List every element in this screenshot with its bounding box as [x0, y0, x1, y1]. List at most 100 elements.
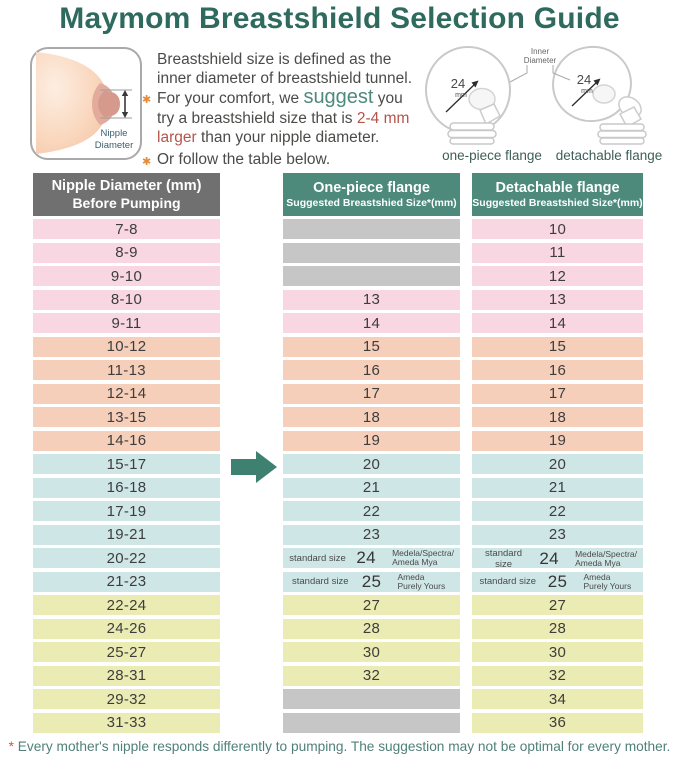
star-bullet-icon: ✱: [142, 156, 152, 169]
bullet1-line2-text: try a breastshield size that is: [157, 109, 357, 127]
footnote-text: Every mother's nipple responds different…: [13, 739, 671, 754]
detachable-size-cell: 14: [472, 313, 643, 333]
onepiece-size-cell: 16: [283, 360, 460, 380]
column-detachable-flange: 10 11 12 13 14 15 16 17 18 19 20 21 22 23 standard siz…: [472, 219, 643, 733]
onepiece-flange-caption: one-piece flange: [442, 148, 542, 163]
pump-brand-note: Ameda Purely Yours: [397, 571, 446, 591]
onepiece-size-cell: 13: [283, 289, 460, 310]
detachable-unit-text: mm: [581, 88, 593, 95]
onepiece-size-cell: 19: [283, 430, 460, 451]
column-onepiece-flange: 13 14 15 16 17 18 19 20 21 22 23 standard size 24 Med…: [283, 219, 460, 733]
header-onepiece-flange: One-piece flange Suggested Breastshied S…: [283, 173, 460, 216]
header-title: One-piece flange: [313, 179, 430, 196]
nipple-diameter-illustration: Nipple Diameter: [30, 47, 142, 160]
intro-bullet-1: ✱ For your comfort, we suggest you: [142, 86, 438, 109]
onepiece-size-cell: 23: [283, 524, 460, 545]
detachable-size-cell: 17: [472, 383, 643, 404]
breast-diagram-icon: Nipple Diameter: [36, 52, 133, 154]
onepiece-size-cell: standard size 24 Medela/Spectra/Ameda Mya: [283, 548, 460, 568]
detachable-flange-caption: detachable flange: [555, 148, 663, 163]
intro-line-1: Breastshield size is defined as the: [143, 50, 438, 69]
standard-size-label: standard size: [291, 576, 349, 587]
onepiece-size-cell: standard size 25 Ameda Purely Yours: [283, 571, 460, 592]
header-nipple-diameter: Nipple Diameter (mm) Before Pumping: [33, 173, 220, 216]
nipple-range-cell: 8-9: [33, 242, 220, 263]
nipple-range-cell: 28-31: [33, 665, 220, 686]
nipple-range-cell: 31-33: [33, 712, 220, 733]
detachable-size-cell: 18: [472, 407, 643, 427]
nipple-range-cell: 13-15: [33, 407, 220, 427]
intro-bullet-1-line2: try a breastshield size that is 2-4 mm: [143, 109, 438, 128]
detachable-size-cell: 20: [472, 454, 643, 474]
size-value: 25: [547, 571, 568, 591]
footnote: * Every mother's nipple responds differe…: [0, 739, 679, 754]
onepiece-size-cell: [283, 689, 460, 709]
column-nipple-diameter: 7-8 8-9 9-10 8-10 9-11 10-12 11-13 12-14 13-15 14…: [33, 219, 220, 733]
nipple-diameter-label-line1: Nipple: [101, 128, 128, 139]
detachable-size-cell: 15: [472, 336, 643, 357]
size-value: 25: [361, 571, 382, 591]
onepiece-size-cell: 14: [283, 313, 460, 333]
flange-illustrations: 24 mm 24 mm Inner Diameter one-piece f: [424, 44, 672, 164]
intro-text-block: Breastshield size is defined as the inne…: [142, 50, 438, 169]
detachable-size-cell: 27: [472, 595, 643, 615]
nipple-range-cell: 8-10: [33, 289, 220, 310]
onepiece-size-cell: 27: [283, 595, 460, 615]
nipple-range-cell: 7-8: [33, 219, 220, 239]
detachable-size-cell: 13: [472, 289, 643, 310]
nipple-range-cell: 9-10: [33, 266, 220, 286]
onepiece-size-cell: 28: [283, 618, 460, 639]
pump-brand-note: Ameda Purely Yours: [583, 571, 632, 591]
nipple-range-cell: 25-27: [33, 642, 220, 662]
onepiece-size-cell: 30: [283, 642, 460, 662]
header-detachable-flange: Detachable flange Suggested Breastshied …: [472, 173, 643, 216]
nipple-range-cell: 9-11: [33, 313, 220, 333]
onepiece-size-cell: 21: [283, 477, 460, 498]
standard-size-label: standard size: [485, 548, 523, 570]
detachable-size-cell: 23: [472, 524, 643, 545]
header-subtitle: Suggested Breastshied Size*(mm): [472, 196, 643, 209]
flange-diagram-icon: 24 mm 24 mm Inner Diameter: [425, 45, 647, 145]
onepiece-size-cell: [283, 266, 460, 286]
detachable-size-cell: 28: [472, 618, 643, 639]
pump-brand-note: Medela/Spectra/Ameda Mya: [392, 548, 454, 567]
nipple-range-cell: 20-22: [33, 548, 220, 568]
size-value: 24: [539, 549, 559, 568]
onepiece-size-text: 24: [451, 76, 465, 91]
nipple-range-cell: 16-18: [33, 477, 220, 498]
bullet1-text-post: you: [373, 90, 403, 108]
nipple-range-cell: 22-24: [33, 595, 220, 615]
detachable-size-cell: 21: [472, 477, 643, 498]
intro-line-2: inner diameter of breastshield tunnel.: [143, 69, 438, 88]
onepiece-size-cell: 20: [283, 454, 460, 474]
detachable-size-cell: 16: [472, 360, 643, 380]
bullet1-emphasis-2-4mm: 2-4 mm: [356, 109, 410, 127]
detachable-size-text: 24: [577, 72, 591, 87]
intro-bullet-1-line3: larger than your nipple diameter.: [143, 128, 438, 147]
page-title: Maymom Breastshield Selection Guide: [59, 2, 620, 35]
nipple-range-cell: 19-21: [33, 524, 220, 545]
header-title: Nipple Diameter (mm): [51, 178, 202, 194]
nipple-range-cell: 14-16: [33, 430, 220, 451]
nipple-range-cell: 12-14: [33, 383, 220, 404]
detachable-size-cell: 22: [472, 501, 643, 521]
onepiece-size-cell: 22: [283, 501, 460, 521]
detachable-size-cell: 10: [472, 219, 643, 239]
bullet1-suggest-highlight: suggest: [303, 86, 374, 109]
onepiece-size-cell: 32: [283, 665, 460, 686]
onepiece-size-cell: [283, 242, 460, 263]
onepiece-size-cell: [283, 219, 460, 239]
nipple-range-cell: 15-17: [33, 454, 220, 474]
footnote-asterisk: *: [8, 739, 14, 754]
nipple-range-cell: 11-13: [33, 360, 220, 380]
bullet1-text-pre: For your comfort, we: [157, 90, 304, 108]
detachable-size-cell: 32: [472, 665, 643, 686]
detachable-size-cell: 36: [472, 712, 643, 733]
detachable-size-cell: 11: [472, 242, 643, 263]
onepiece-unit-text: mm: [455, 92, 467, 99]
detachable-size-cell: standard size 25 Ameda Purely Yours: [472, 571, 643, 592]
intro-bullet-2: ✱ Or follow the table below.: [142, 150, 438, 169]
bullet2-text: Or follow the table below.: [157, 151, 331, 169]
onepiece-size-cell: 17: [283, 383, 460, 404]
